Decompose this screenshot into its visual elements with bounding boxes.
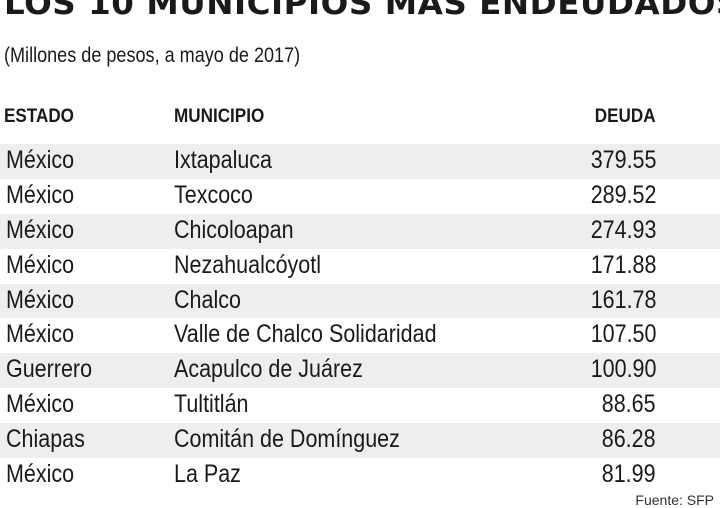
- municipio-cell: Texcoco: [174, 180, 253, 209]
- chart-title: LOS 10 MUNICIPIOS MÁS ENDEUDADOS: [4, 0, 720, 22]
- table-row: México Chicoloapan 274.93: [0, 213, 720, 249]
- deuda-cell: 81.99: [602, 460, 656, 489]
- deuda-cell: 107.50: [590, 320, 656, 349]
- data-table: México Ixtapaluca 379.55 México Texcoco 289.5…: [0, 144, 720, 493]
- estado-cell: México: [6, 180, 75, 209]
- deuda-cell: 86.28: [602, 425, 656, 454]
- table-row: México Tultitlán 88.65: [0, 388, 720, 423]
- estado-cell: Guerrero: [6, 355, 93, 384]
- table-row: México La Paz 81.99: [0, 458, 720, 493]
- table-row: Guerrero Acapulco de Juárez 100.90: [0, 353, 720, 389]
- estado-cell: México: [6, 250, 75, 279]
- table-row: México Texcoco 289.52: [0, 179, 720, 214]
- table-row: México Valle de Chalco Solidaridad 107.50: [0, 318, 720, 353]
- municipio-cell: Ixtapaluca: [174, 146, 273, 174]
- column-header-estado: ESTADO: [4, 106, 74, 127]
- table-row: México Nezahualcóyotl 171.88: [0, 249, 720, 284]
- estado-cell: Chiapas: [6, 425, 85, 454]
- municipio-cell: Acapulco de Juárez: [174, 355, 363, 384]
- deuda-cell: 100.90: [590, 355, 656, 384]
- municipio-cell: Chalco: [174, 285, 241, 314]
- deuda-cell: 88.65: [602, 390, 656, 419]
- column-header-deuda: DEUDA: [595, 106, 656, 127]
- deuda-cell: 171.88: [590, 250, 656, 279]
- municipio-cell: Nezahualcóyotl: [174, 250, 322, 279]
- table-row: México Ixtapaluca 379.55: [0, 144, 720, 179]
- estado-cell: México: [6, 146, 75, 174]
- estado-cell: México: [6, 390, 75, 419]
- municipio-cell: Tultitlán: [174, 390, 249, 419]
- municipio-cell: La Paz: [174, 460, 241, 489]
- estado-cell: México: [6, 320, 75, 349]
- deuda-cell: 289.52: [590, 180, 656, 209]
- municipio-cell: Chicoloapan: [174, 215, 294, 244]
- column-header-municipio: MUNICIPIO: [174, 106, 265, 127]
- deuda-cell: 274.93: [590, 215, 656, 244]
- municipio-cell: Valle de Chalco Solidaridad: [174, 320, 437, 349]
- estado-cell: México: [6, 460, 75, 489]
- table-row: México Chalco 161.78: [0, 283, 720, 319]
- table-row: Chiapas Comitán de Domínguez 86.28: [0, 423, 720, 459]
- municipio-cell: Comitán de Domínguez: [174, 425, 400, 454]
- estado-cell: México: [6, 215, 75, 244]
- deuda-cell: 161.78: [590, 285, 656, 314]
- estado-cell: México: [6, 285, 75, 314]
- source-note: Fuente: SFP: [635, 492, 714, 508]
- deuda-cell: 379.55: [590, 146, 656, 174]
- chart-subtitle: (Millones de pesos, a mayo de 2017): [4, 44, 301, 67]
